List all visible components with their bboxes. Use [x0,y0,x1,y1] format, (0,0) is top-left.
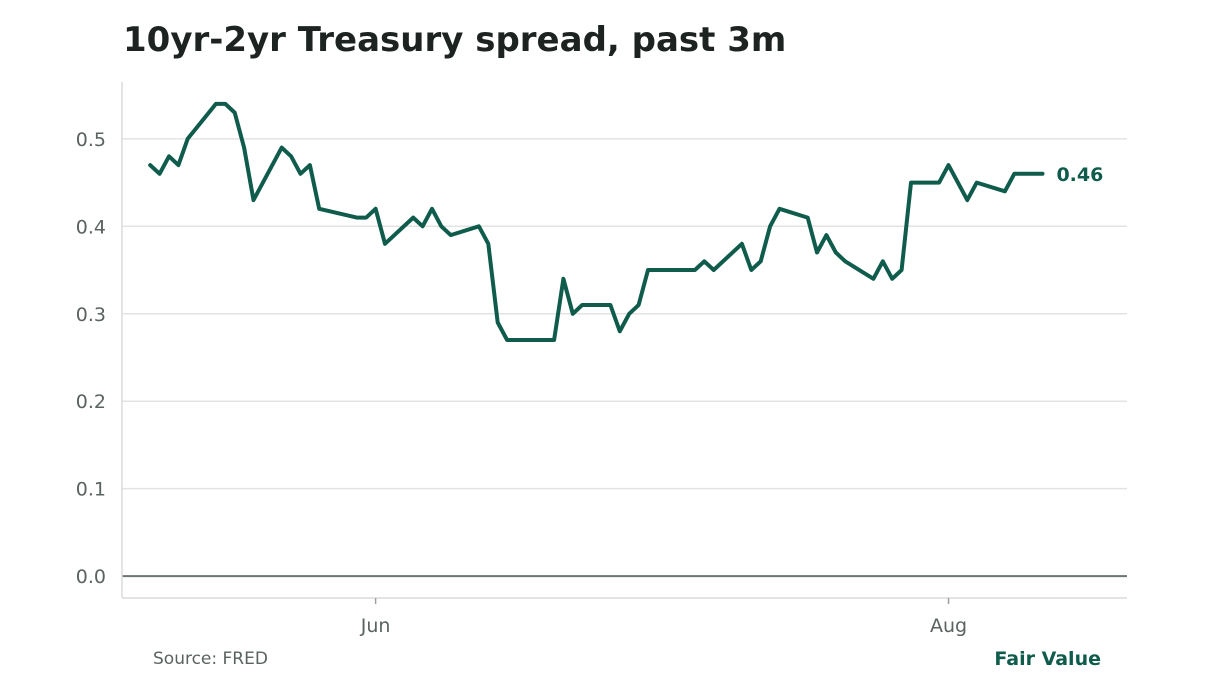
source-note: Source: FRED [153,649,268,669]
axes [121,82,1127,604]
y-tick-label: 0.1 [76,479,106,501]
y-tick-label: 0.5 [76,129,106,151]
y-tick-label: 0.2 [76,391,106,413]
y-tick-label: 0.0 [76,566,106,588]
end-value-label: 0.46 [1056,164,1103,186]
y-tick-label: 0.4 [76,216,106,238]
series-line [148,101,1045,342]
x-tick-label: Jun [360,615,391,637]
chart-title: 10yr-2yr Treasury spread, past 3m [123,20,787,60]
y-tick-labels: 0.0 0.1 0.2 0.3 0.4 0.5 [76,129,106,588]
x-tick-label: Aug [930,615,967,637]
gridlines [122,138,1127,578]
x-tick-labels: Jun Aug [360,615,967,637]
end-label-layer: 0.46 [1056,164,1103,186]
series-layer [148,101,1045,342]
brand-logo-text: Fair Value [994,648,1101,670]
y-tick-label: 0.3 [76,304,106,326]
